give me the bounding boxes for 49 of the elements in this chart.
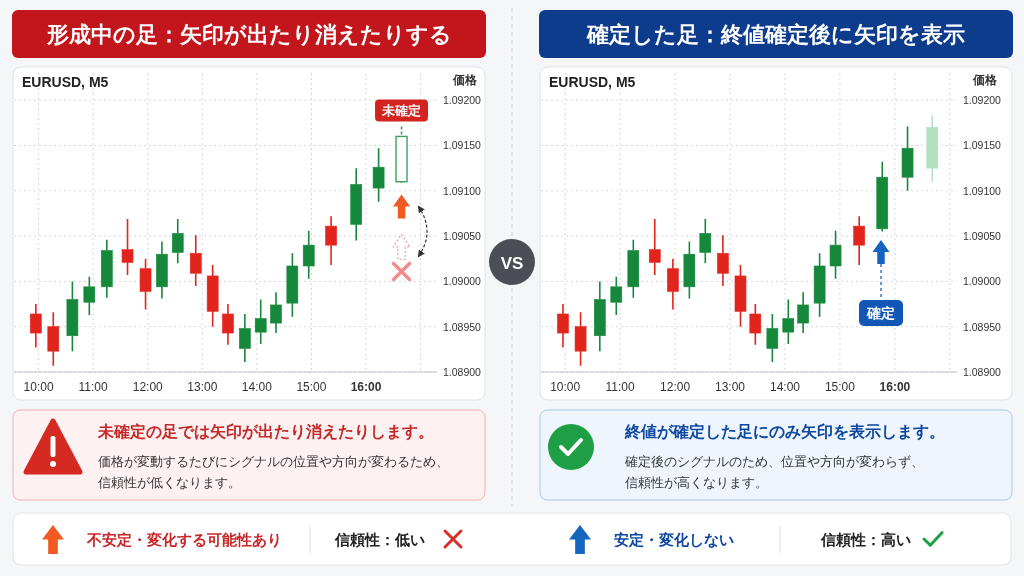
text: 安定・変化しない (614, 530, 734, 548)
chart-title: 形成中の足：矢印が出たり消えたりする (45, 21, 452, 47)
x-tick-label: 11:00 (605, 380, 636, 394)
x-tick-label: 12:00 (132, 380, 164, 394)
note-box: 確定 (859, 300, 903, 326)
x-tick-label: 12:00 (660, 380, 691, 394)
text: 終値が確定した足にのみ矢印を表示します。 (624, 422, 945, 441)
x-tick-label: 15:00 (296, 380, 327, 394)
y-tick-label: 1.09100 (443, 184, 482, 197)
y-axis-title: 価格 (972, 73, 998, 87)
x-tick-label: 16:00 (879, 380, 911, 394)
y-tick-label: 1.09050 (443, 230, 482, 243)
y-tick-label: 1.09150 (443, 139, 482, 152)
chart-subtitle: EURUSD, M5 (22, 74, 109, 90)
y-tick-label: 1.08900 (443, 366, 482, 378)
text: 不安定・変化する可能性あり (86, 530, 282, 549)
x-tick-label: 16:00 (350, 380, 382, 394)
chart-subtitle: EURUSD, M5 (549, 74, 636, 90)
y-tick-label: 1.09100 (963, 184, 1002, 197)
x-tick-label: 11:00 (78, 380, 109, 394)
text: 信頼性：高い (820, 530, 911, 548)
x-tick-label: 14:00 (769, 380, 801, 394)
text: 確定後のシグナルのため、位置や方向が変わらず、 (624, 453, 924, 469)
text: 信頼性：低い (334, 530, 425, 548)
y-tick-label: 1.09150 (963, 139, 1002, 152)
annotation: 確定 (866, 305, 895, 321)
x-tick-label: 10:00 (550, 380, 581, 394)
text: VS (500, 253, 524, 273)
y-tick-label: 1.08900 (963, 366, 1002, 378)
y-tick-label: 1.09000 (963, 275, 1002, 288)
chart-title: 確定した足：終値確定後に矢印を表示 (586, 21, 965, 47)
text: 価格が変動するたびにシグナルの位置や方向が変わるため、 (98, 453, 449, 469)
x-tick-label: 14:00 (241, 380, 273, 394)
y-tick-label: 1.08950 (443, 320, 482, 333)
y-axis-title: 価格 (452, 73, 478, 87)
text: 信頼性が高くなります。 (625, 474, 768, 490)
y-tick-label: 1.08950 (963, 320, 1002, 333)
x-tick-label: 15:00 (824, 380, 856, 394)
annotation: 未確定 (381, 102, 422, 118)
text: 未確定の足では矢印が出たり消えたりします。 (97, 422, 434, 441)
x-tick-label: 13:00 (715, 380, 746, 394)
y-tick-label: 1.09200 (443, 94, 482, 107)
text: 信頼性が低くなります。 (98, 474, 241, 490)
x-tick-label: 10:00 (23, 380, 54, 394)
y-tick-label: 1.09200 (963, 94, 1002, 107)
y-tick-label: 1.09000 (443, 275, 482, 288)
note: 未確定 (375, 99, 428, 122)
x-tick-label: 13:00 (187, 380, 218, 394)
y-tick-label: 1.09050 (963, 230, 1002, 243)
